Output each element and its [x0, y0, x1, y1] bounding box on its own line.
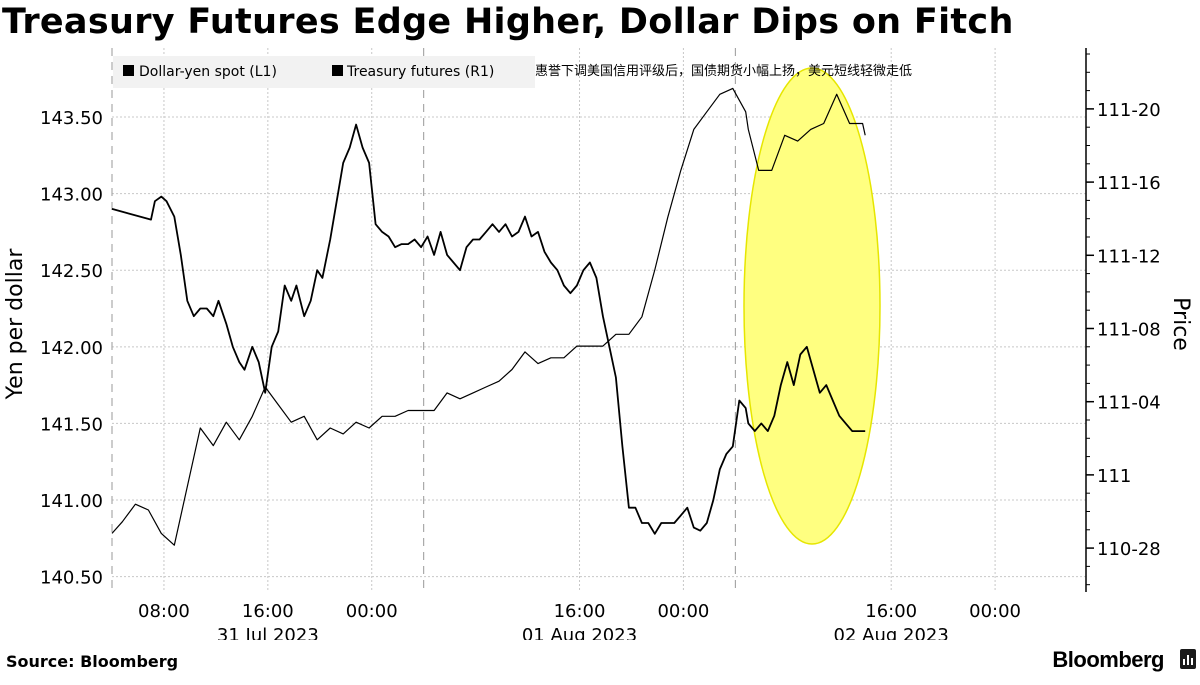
right-tick-label: 111 [1097, 466, 1131, 487]
brand-logo: Bloomberg [1052, 647, 1164, 672]
x-tick-label: 16:00 [865, 601, 917, 622]
x-tick-label: 00:00 [657, 601, 709, 622]
x-tick-label: 08:00 [138, 601, 190, 622]
left-tick-label: 143.50 [40, 108, 103, 129]
annotation: 惠誉下调美国信用评级后，国债期货小幅上扬，美元短线轻微走低 [535, 63, 912, 79]
right-tick-label: 111-20 [1097, 100, 1161, 121]
chart: 140.50 141.00 141.50 142.00 142.50 143.00 143.… [3, 48, 1193, 640]
highlight-ellipse [743, 67, 881, 545]
legend-label-usdjpy: Dollar-yen spot (L1) [139, 64, 277, 80]
x-date-label: 02 Aug 2023 [834, 625, 949, 640]
series-line-treasury [111, 87, 866, 546]
right-tick-label: 110-28 [1097, 539, 1161, 560]
legend-background [113, 56, 535, 88]
left-tick-label: 142.00 [40, 338, 103, 359]
right-axis-title: Price [1168, 297, 1193, 351]
right-tick-label: 111-04 [1097, 393, 1161, 414]
x-tick-label: 00:00 [969, 601, 1021, 622]
highlight-layer [743, 67, 881, 545]
left-tick-label: 141.00 [40, 491, 103, 512]
source-note: Source: Bloomberg [6, 652, 179, 671]
axes: 140.50 141.00 141.50 142.00 142.50 143.00 143.… [40, 48, 1161, 640]
legend-label-treasury: Treasury futures (R1) [346, 64, 494, 80]
x-tick-label: 00:00 [346, 601, 398, 622]
x-date-label: 31 Jul 2023 [217, 625, 319, 640]
legend: Dollar-yen spot (L1) Treasury futures (R… [113, 56, 535, 88]
legend-swatch-treasury [332, 65, 343, 76]
brand-mark-icon [1180, 649, 1196, 669]
chart-title: Treasury Futures Edge Higher, Dollar Dip… [2, 2, 1014, 42]
left-tick-label: 140.50 [40, 568, 103, 589]
left-tick-label: 142.50 [40, 261, 103, 282]
legend-swatch-usdjpy [123, 65, 134, 76]
x-date-label: 01 Aug 2023 [522, 625, 637, 640]
left-tick-label: 143.00 [40, 185, 103, 206]
series-lines [111, 87, 866, 546]
left-axis-title: Yen per dollar [3, 248, 28, 401]
right-tick-label: 111-16 [1097, 173, 1161, 194]
left-tick-label: 141.50 [40, 414, 103, 435]
x-tick-label: 16:00 [554, 601, 606, 622]
right-tick-label: 111-08 [1097, 319, 1161, 340]
series-line-usdjpy [111, 123, 866, 535]
x-tick-label: 16:00 [242, 601, 294, 622]
grid [111, 48, 1086, 592]
right-tick-label: 111-12 [1097, 246, 1161, 267]
